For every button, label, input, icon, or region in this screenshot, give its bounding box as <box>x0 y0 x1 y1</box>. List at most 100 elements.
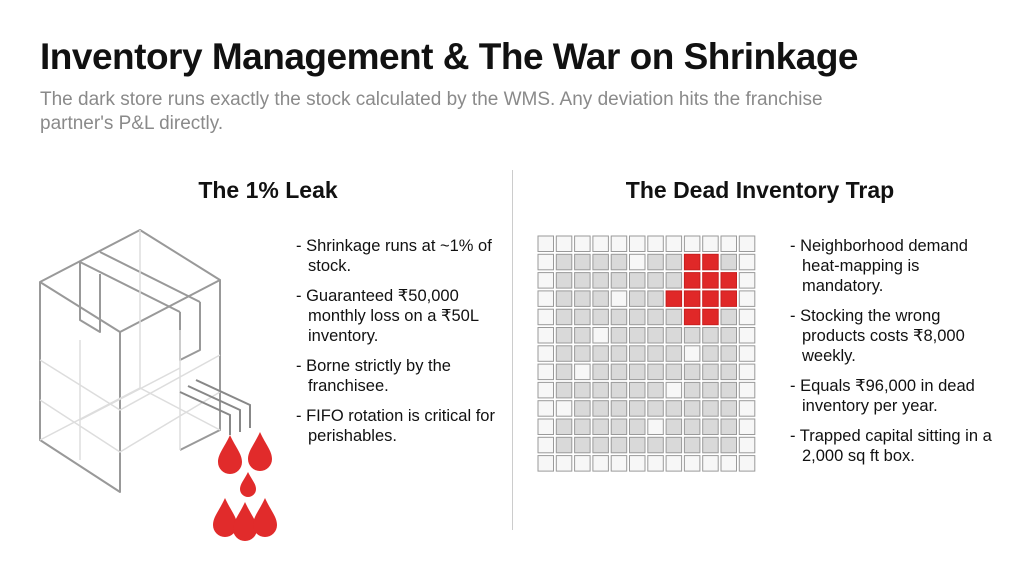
grid-cell <box>592 400 609 417</box>
bullet: - Shrinkage runs at ~1% of stock. <box>296 237 492 275</box>
bullet: - Borne strictly by the franchisee. <box>296 357 451 395</box>
grid-cell <box>720 363 737 381</box>
grid-cell <box>629 308 646 326</box>
title: Inventory Management & The War on Shrink… <box>40 36 859 77</box>
grid-cell <box>629 253 646 271</box>
grid-cell <box>720 345 737 362</box>
grid-cell <box>537 308 554 326</box>
grid-cell <box>610 308 628 326</box>
bullet: - Equals ₹96,000 in dead inventory per y… <box>790 377 975 415</box>
grid-cell <box>720 308 737 326</box>
grid-cell <box>683 436 701 454</box>
grid-cell-hot <box>720 272 737 289</box>
grid-cell <box>555 345 573 362</box>
grid-cell-hot <box>702 253 719 271</box>
grid-cell-hot <box>683 290 701 307</box>
grid-cell <box>720 455 737 472</box>
grid-cell <box>738 290 756 307</box>
grid-cell <box>610 253 628 271</box>
grid-cell <box>555 400 573 417</box>
right-heading: The Dead Inventory Trap <box>625 177 895 203</box>
grid-cell <box>574 272 591 289</box>
grid-cell <box>647 363 664 381</box>
grid-cell <box>555 418 573 435</box>
grid-cell <box>610 436 628 454</box>
grid-cell <box>738 253 756 271</box>
grid-cell <box>720 235 737 252</box>
grid-cell <box>738 400 756 417</box>
grid-cell <box>592 272 609 289</box>
grid-cell <box>629 363 646 381</box>
grid-cell <box>610 455 628 472</box>
grid-cell <box>592 363 609 381</box>
grid-cell <box>702 381 719 399</box>
grid-cell-hot <box>665 290 683 307</box>
grid-cell <box>720 327 737 344</box>
grid-cell <box>683 235 701 252</box>
grid-cell <box>647 418 664 435</box>
grid-cell <box>574 235 591 252</box>
grid-cell <box>738 327 756 344</box>
grid-cell <box>592 308 609 326</box>
grid-cell <box>537 235 554 252</box>
grid-cell <box>665 400 683 417</box>
grid-cell <box>592 381 609 399</box>
left-heading: The 1% Leak <box>198 177 338 203</box>
grid-cell <box>683 418 701 435</box>
grid-cell <box>738 455 756 472</box>
grid-cell <box>665 327 683 344</box>
bullet: - Stocking the wrong products costs ₹8,0… <box>790 307 965 365</box>
grid-cell <box>629 400 646 417</box>
grid-cell <box>537 418 554 435</box>
grid-cell <box>720 418 737 435</box>
grid-cell <box>738 436 756 454</box>
grid-cell <box>738 363 756 381</box>
grid-cell <box>610 272 628 289</box>
right-bullets: - Neighborhood demand heat-mapping is ma… <box>790 236 1005 476</box>
grid-cell <box>647 345 664 362</box>
grid-cell <box>683 327 701 344</box>
grid-cell <box>610 290 628 307</box>
grid-cell <box>665 455 683 472</box>
grid-cell <box>574 345 591 362</box>
grid-cell <box>665 345 683 362</box>
grid-cell <box>610 327 628 344</box>
grid-cell <box>665 418 683 435</box>
grid-cell <box>574 363 591 381</box>
grid-cell <box>610 363 628 381</box>
grid-cell <box>702 436 719 454</box>
grid-cell <box>629 436 646 454</box>
grid-cell <box>647 455 664 472</box>
grid-cell <box>647 381 664 399</box>
grid-cell-hot <box>683 308 701 326</box>
bullet: - Neighborhood demand heat-mapping is ma… <box>790 237 968 295</box>
grid-cell <box>647 235 664 252</box>
grid-cell <box>702 363 719 381</box>
grid-cell <box>665 308 683 326</box>
grid-cell <box>665 235 683 252</box>
grid-cell-hot <box>683 253 701 271</box>
grid-cell <box>574 327 591 344</box>
grid-cell <box>592 436 609 454</box>
grid-cell <box>647 400 664 417</box>
grid-cell <box>629 235 646 252</box>
grid-cell <box>592 418 609 435</box>
grid-cell <box>720 253 737 271</box>
grid-cell <box>555 272 573 289</box>
subtitle: The dark store runs exactly the stock ca… <box>40 89 823 134</box>
grid-cell <box>738 272 756 289</box>
grid-cell <box>665 436 683 454</box>
grid-cell <box>629 345 646 362</box>
divider <box>512 170 513 530</box>
grid-cell <box>555 327 573 344</box>
grid-cell <box>592 327 609 344</box>
grid-cell <box>555 290 573 307</box>
inventory-grid <box>537 235 756 472</box>
grid-cell <box>574 455 591 472</box>
grid-cell <box>702 455 719 472</box>
grid-cell <box>537 327 554 344</box>
grid-cell <box>647 253 664 271</box>
grid-cell <box>574 290 591 307</box>
grid-cell <box>555 455 573 472</box>
grid-cell <box>720 400 737 417</box>
